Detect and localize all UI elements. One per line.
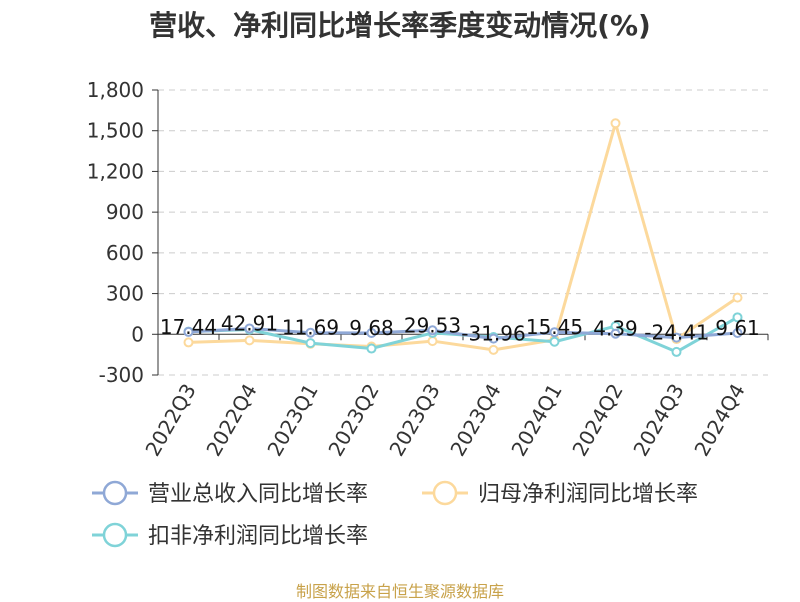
- y-tick-label: 0: [131, 322, 144, 346]
- y-tick-label: 300: [106, 282, 144, 306]
- data-point[interactable]: [366, 343, 377, 354]
- legend-label: 归母净利润同比增长率: [478, 482, 698, 507]
- y-tick-label: -300: [99, 363, 144, 387]
- data-point[interactable]: [183, 337, 194, 348]
- legend-label: 扣非净利润同比增长率: [148, 524, 368, 549]
- data-labels: 17.44 42.91 11.69 9.68 29.53 -31.96 15.45 4.39-…: [160, 311, 760, 345]
- data-point[interactable]: [732, 327, 743, 338]
- data-point[interactable]: [671, 332, 682, 343]
- data-point[interactable]: [610, 328, 621, 339]
- legend-marker: [432, 480, 458, 506]
- x-category-label: 2024Q4: [689, 380, 749, 461]
- legend-label: 营业总收入同比增长率: [148, 482, 368, 507]
- data-point[interactable]: [183, 326, 194, 337]
- data-point[interactable]: [671, 346, 682, 357]
- x-category-label: 2024Q2: [567, 380, 627, 461]
- data-label: 42.91: [221, 311, 278, 335]
- x-category-label: 2023Q1: [262, 380, 322, 461]
- data-point[interactable]: [488, 333, 499, 344]
- data-label: 17.44: [160, 315, 217, 339]
- data-point[interactable]: [488, 344, 499, 355]
- series-lines: [183, 118, 743, 357]
- series-line: [188, 326, 738, 341]
- x-category-label: 2022Q3: [140, 380, 200, 461]
- data-label: 15.45: [526, 315, 583, 339]
- data-point[interactable]: [427, 336, 438, 347]
- grid-lines: [158, 89, 768, 376]
- x-category-label: 2023Q4: [445, 380, 505, 461]
- data-point[interactable]: [244, 323, 255, 334]
- data-point[interactable]: [244, 335, 255, 346]
- data-point[interactable]: [610, 118, 621, 129]
- data-source-note: 制图数据来自恒生聚源数据库: [295, 582, 504, 601]
- legend-marker: [102, 522, 128, 548]
- data-point[interactable]: [732, 312, 743, 323]
- data-point[interactable]: [366, 327, 377, 338]
- x-category-label: 2024Q1: [506, 380, 566, 461]
- chart-title: 营收、净利同比增长率季度变动情况(%): [149, 9, 651, 42]
- series-line: [188, 121, 739, 352]
- data-point[interactable]: [549, 327, 560, 338]
- data-point[interactable]: [732, 292, 743, 303]
- data-label: 11.69: [282, 316, 339, 340]
- x-category-label: 2023Q2: [323, 380, 383, 461]
- x-category-label: 2024Q3: [628, 380, 688, 461]
- legend-item[interactable]: 归母净利润同比增长率: [422, 480, 698, 507]
- data-point[interactable]: [549, 336, 560, 347]
- legend-marker: [102, 480, 128, 506]
- y-tick-label: 1,500: [87, 119, 144, 143]
- y-tick-label: 600: [106, 241, 144, 265]
- axes: -300 0 300 600 900 1,200 1,500 1,800 2022Q3 2022Q…: [87, 78, 769, 461]
- y-tick-label: 900: [106, 200, 144, 224]
- data-point[interactable]: [427, 325, 438, 336]
- data-label: 4.39: [593, 317, 638, 341]
- data-point[interactable]: [305, 327, 316, 338]
- data-label: 9.61: [715, 316, 760, 340]
- data-label: 29.53: [404, 313, 461, 337]
- x-category-label: 2023Q3: [384, 380, 444, 461]
- data-label: -24.41: [644, 321, 708, 345]
- data-label: 9.68: [349, 316, 394, 340]
- y-tick-label: 1,800: [87, 78, 144, 102]
- data-label: -31.96: [461, 322, 525, 346]
- x-category-label: 2022Q4: [201, 380, 261, 461]
- legend-item[interactable]: 扣非净利润同比增长率: [92, 522, 368, 549]
- y-tick-label: 1,200: [87, 159, 144, 183]
- data-point[interactable]: [305, 338, 316, 349]
- legend-item[interactable]: 营业总收入同比增长率: [92, 480, 368, 507]
